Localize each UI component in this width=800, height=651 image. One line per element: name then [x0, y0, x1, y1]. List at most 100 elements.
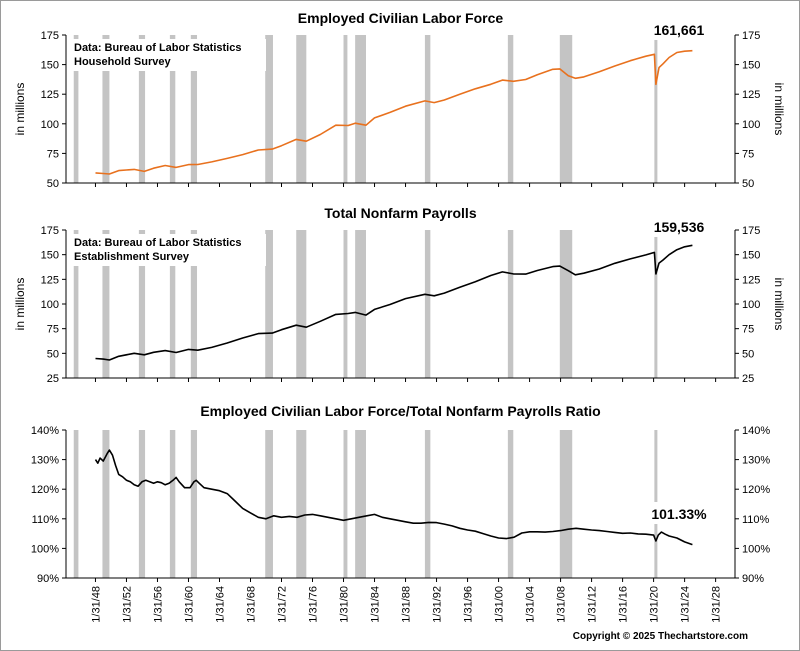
callout-background: [645, 502, 713, 524]
y-tick-label-right: 75: [742, 324, 754, 336]
recession-band: [169, 230, 176, 378]
recession-band: [559, 430, 573, 578]
recession-band: [138, 430, 146, 578]
recession-band: [190, 230, 198, 378]
recession-band: [507, 35, 514, 183]
x-tick-label: 1/31/20: [649, 586, 661, 623]
note-background: [70, 234, 266, 266]
recession-band: [507, 430, 514, 578]
y-tick-label-left: 75: [47, 148, 59, 160]
recession-band: [355, 35, 367, 183]
x-tick-label: 1/31/00: [494, 586, 506, 623]
y-axis-title-right: in millions: [772, 278, 786, 331]
y-tick-label-left: 50: [47, 348, 59, 360]
y-tick-label-left: 25: [47, 373, 59, 385]
chart-title: Employed Civilian Labor Force/Total Nonf…: [200, 403, 600, 419]
y-tick-label-left: 175: [41, 225, 59, 237]
recession-band: [296, 230, 307, 378]
x-tick-label: 1/31/28: [711, 586, 723, 623]
x-tick-label: 1/31/68: [245, 586, 257, 623]
x-tick-label: 1/31/72: [277, 586, 289, 623]
data-source-note: Establishment Survey: [74, 251, 190, 263]
copyright: Copyright © 2025 Thechartstore.com: [573, 631, 748, 642]
y-tick-label-left: 140%: [31, 425, 59, 437]
y-tick-label-left: 100: [41, 119, 59, 131]
y-tick-label-right: 100%: [742, 543, 770, 555]
series-line: [94, 449, 693, 546]
y-tick-label-right: 140%: [742, 425, 770, 437]
y-tick-label-left: 175: [41, 30, 59, 42]
y-tick-label-left: 90%: [37, 573, 59, 585]
y-tick-label-left: 50: [47, 178, 59, 190]
x-tick-label: 1/31/04: [525, 586, 537, 623]
recession-band: [265, 230, 273, 378]
series-line: [95, 244, 693, 361]
x-tick-label: 1/31/76: [308, 586, 320, 623]
y-tick-label-right: 125: [742, 274, 760, 286]
x-tick-label: 1/31/64: [214, 586, 226, 623]
recession-band: [654, 230, 658, 378]
recession-band: [424, 35, 431, 183]
recession-band: [355, 230, 367, 378]
x-tick-label: 1/31/80: [339, 586, 351, 623]
y-tick-label-right: 25: [742, 373, 754, 385]
latest-value-callout: 161,661: [654, 22, 705, 38]
x-tick-label: 1/31/24: [680, 586, 692, 623]
y-tick-label-left: 125: [41, 89, 59, 101]
recession-band: [138, 230, 146, 378]
chart-panel-2: Total Nonfarm Payrolls 25 25 50 50 75 75 100 100…: [13, 205, 786, 385]
x-tick-label: 1/31/56: [152, 586, 164, 623]
y-tick-label-right: 100: [742, 119, 760, 131]
x-tick-label: 1/31/60: [183, 586, 195, 623]
y-tick-label-left: 100: [41, 299, 59, 311]
recession-band: [343, 230, 348, 378]
recession-band: [265, 430, 273, 578]
y-axis-title-left: in millions: [13, 83, 27, 136]
recession-band: [424, 430, 431, 578]
y-axis-title-right: in millions: [772, 83, 786, 136]
recession-band: [355, 430, 367, 578]
y-tick-label-right: 125: [742, 89, 760, 101]
recession-band: [102, 35, 110, 183]
recession-band: [265, 35, 273, 183]
y-tick-label-right: 110%: [742, 514, 770, 526]
recession-band: [102, 430, 110, 578]
x-axis-labels: 1/31/48 1/31/52 1/31/56 1/31/60 1/31/64 1/31/…: [90, 586, 722, 623]
y-tick-label-right: 75: [742, 148, 754, 160]
callout-background: [648, 217, 710, 237]
y-tick-label-right: 175: [742, 225, 760, 237]
note-background: [70, 39, 266, 71]
recession-band: [169, 35, 176, 183]
y-tick-label-left: 150: [41, 250, 59, 262]
y-tick-label-left: 130%: [31, 455, 59, 467]
y-tick-label-right: 150: [742, 60, 760, 72]
data-source-note: Household Survey: [74, 56, 171, 68]
y-tick-label-right: 50: [742, 348, 754, 360]
y-tick-label-left: 110%: [32, 514, 60, 526]
recession-band: [343, 35, 348, 183]
y-axis-title-left: in millions: [13, 278, 27, 331]
data-source-note: Data: Bureau of Labor Statistics: [74, 237, 241, 249]
y-tick-label-right: 100: [742, 299, 760, 311]
recession-band: [190, 430, 198, 578]
chart-title: Total Nonfarm Payrolls: [324, 205, 476, 221]
recession-band: [169, 430, 176, 578]
y-tick-label-right: 175: [742, 30, 760, 42]
y-tick-label-right: 50: [742, 178, 754, 190]
recession-band: [296, 430, 307, 578]
recession-band: [654, 35, 658, 183]
x-tick-label: 1/31/52: [121, 586, 133, 623]
callout-background: [648, 20, 710, 40]
x-tick-label: 1/31/12: [587, 586, 599, 623]
x-tick-label: 1/31/92: [432, 586, 444, 623]
recession-band: [190, 35, 198, 183]
x-tick-label: 1/31/96: [463, 586, 475, 623]
x-tick-label: 1/31/16: [618, 586, 630, 623]
chart-panel-1: Employed Civilian Labor Force 50 50 75 75 100…: [13, 10, 786, 190]
recession-band: [296, 35, 307, 183]
latest-value-callout: 159,536: [654, 219, 705, 235]
recession-band: [559, 35, 573, 183]
recession-band: [138, 35, 146, 183]
chart-panel-3: Employed Civilian Labor Force/Total Nonf…: [31, 403, 770, 585]
